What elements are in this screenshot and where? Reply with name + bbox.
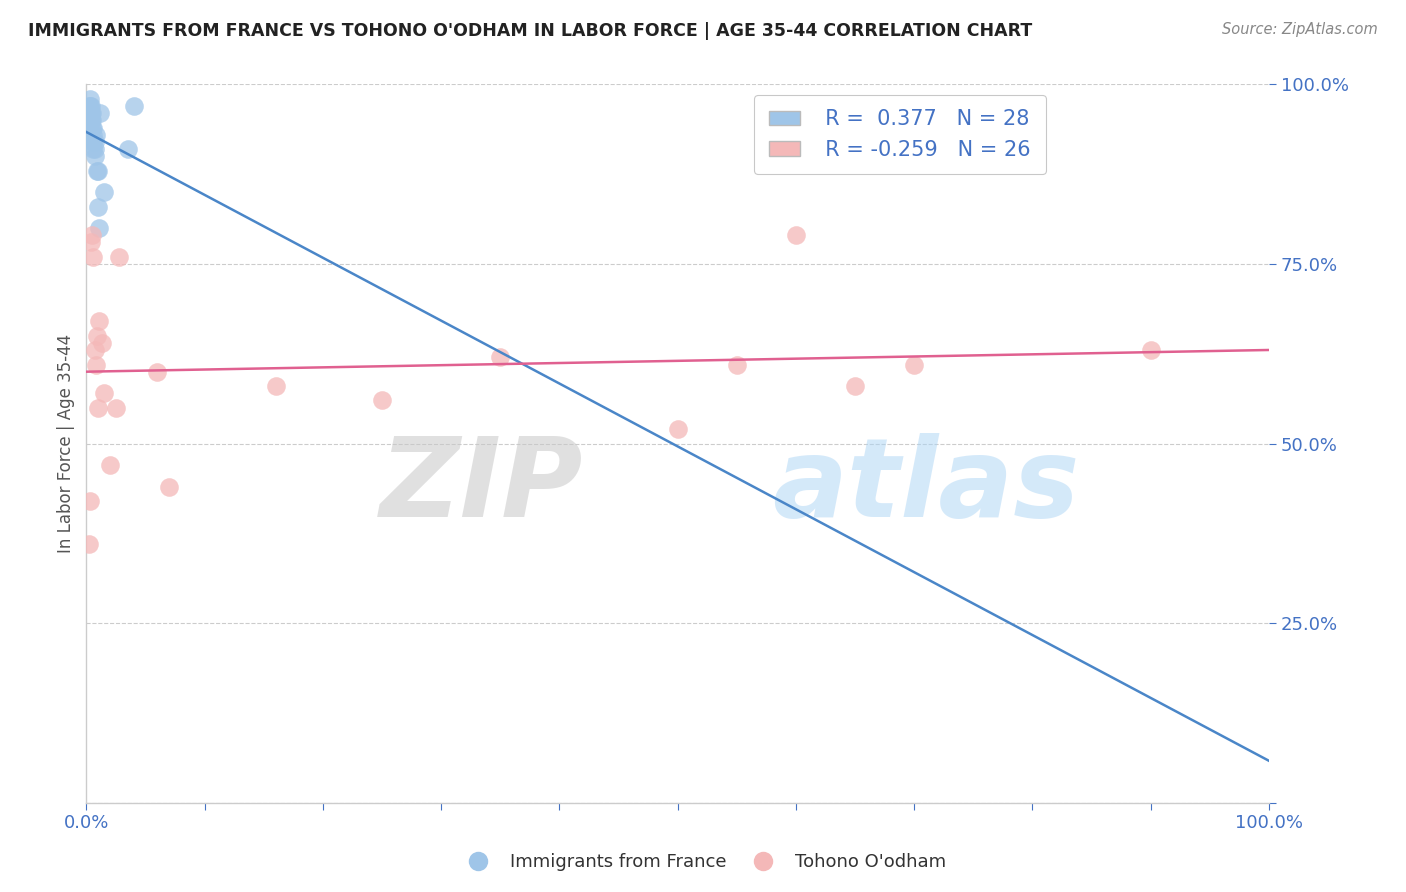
Point [1139, 343, 1161, 358]
Point [122, 99, 145, 113]
Point [79, 99, 101, 113]
Point [86, 328, 108, 343]
Text: ZIP: ZIP [380, 434, 583, 541]
Y-axis label: In Labor Force | Age 35-44: In Labor Force | Age 35-44 [58, 334, 75, 553]
Point [82, 113, 104, 128]
Point [80, 235, 103, 250]
Point [89, 314, 111, 328]
Point [264, 379, 287, 393]
Point [82, 120, 104, 135]
Point [77, 537, 100, 551]
Point [725, 358, 748, 372]
Legend: Immigrants from France, Tohono O'odham: Immigrants from France, Tohono O'odham [453, 847, 953, 879]
Point [79, 494, 101, 508]
Point [83, 142, 105, 156]
Point [146, 365, 169, 379]
Point [83, 343, 105, 358]
Point [844, 379, 866, 393]
Point [93, 386, 115, 401]
Point [80, 99, 103, 113]
Point [79, 106, 101, 120]
Legend:   R =  0.377   N = 28,   R = -0.259   N = 26: R = 0.377 N = 28, R = -0.259 N = 26 [754, 95, 1046, 175]
Point [108, 250, 131, 264]
Point [104, 401, 127, 415]
Point [98, 458, 121, 472]
Point [82, 106, 104, 120]
Point [77, 99, 100, 113]
Point [82, 250, 104, 264]
Point [371, 393, 394, 408]
Point [87, 200, 110, 214]
Point [84, 128, 107, 142]
Point [93, 185, 115, 199]
Text: Source: ZipAtlas.com: Source: ZipAtlas.com [1222, 22, 1378, 37]
Point [77, 106, 100, 120]
Point [489, 351, 512, 365]
Point [82, 228, 104, 243]
Point [82, 135, 104, 149]
Point [89, 106, 111, 120]
Point [79, 92, 101, 106]
Point [86, 163, 108, 178]
Point [87, 163, 110, 178]
Point [83, 149, 105, 163]
Point [82, 128, 104, 142]
Point [80, 113, 103, 128]
Point [666, 422, 689, 436]
Point [80, 106, 103, 120]
Point [89, 221, 111, 235]
Point [84, 358, 107, 372]
Point [903, 358, 925, 372]
Text: IMMIGRANTS FROM FRANCE VS TOHONO O'ODHAM IN LABOR FORCE | AGE 35-44 CORRELATION : IMMIGRANTS FROM FRANCE VS TOHONO O'ODHAM… [28, 22, 1032, 40]
Point [82, 142, 104, 156]
Point [90, 336, 112, 351]
Text: atlas: atlas [772, 434, 1080, 541]
Point [117, 142, 139, 156]
Point [82, 120, 104, 135]
Point [83, 135, 105, 149]
Point [157, 480, 180, 494]
Point [87, 401, 110, 415]
Point [76, 128, 98, 142]
Point [785, 228, 807, 243]
